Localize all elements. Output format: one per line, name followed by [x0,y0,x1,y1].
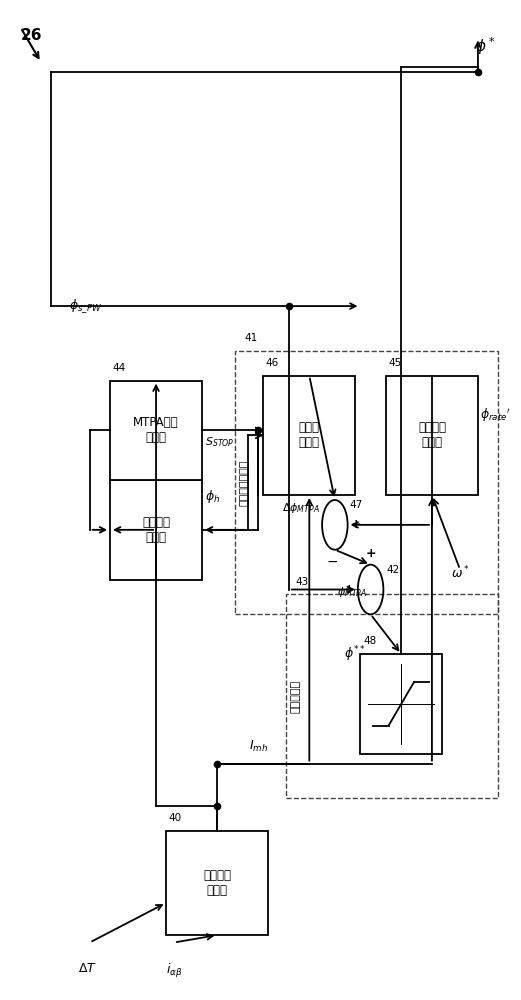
Text: 基準指令
生成部: 基準指令 生成部 [418,421,446,449]
Text: $I_{mh}$: $I_{mh}$ [249,738,268,754]
Text: $\phi_{s\_FW}$: $\phi_{s\_FW}$ [69,297,102,315]
Text: 47: 47 [349,500,363,510]
Text: 44: 44 [113,363,126,373]
Text: $\phi^*$: $\phi^*$ [475,36,496,57]
FancyBboxPatch shape [110,381,202,480]
Text: MTPA停止
控制部: MTPA停止 控制部 [133,416,179,444]
Text: 26: 26 [21,28,42,43]
Text: +: + [343,583,354,596]
Text: +: + [365,547,376,560]
Text: $\Delta\phi_{MTPA}$: $\Delta\phi_{MTPA}$ [282,501,319,515]
Text: 39: 39 [113,462,126,472]
Text: $\phi^{**}$: $\phi^{**}$ [344,644,366,664]
Text: 40: 40 [169,813,182,823]
Text: 46: 46 [266,358,279,368]
Text: 42: 42 [386,565,399,575]
FancyBboxPatch shape [110,480,202,580]
Text: −: − [327,555,338,569]
Text: 磁通限制部: 磁通限制部 [291,680,301,713]
FancyBboxPatch shape [361,654,442,754]
Text: 修正量
生成部: 修正量 生成部 [299,421,320,449]
Text: $\phi_h$: $\phi_h$ [205,488,220,505]
Text: $S_{STOP}$: $S_{STOP}$ [205,435,234,449]
Text: 45: 45 [389,358,402,368]
FancyBboxPatch shape [263,376,355,495]
Text: 41: 41 [244,333,258,343]
Text: $\omega^*$: $\omega^*$ [451,565,469,581]
Text: 探測信號
生成部: 探測信號 生成部 [142,516,170,544]
Text: $i_{\alpha\beta}$: $i_{\alpha\beta}$ [166,962,182,980]
Text: $\phi_{rate}{}'$: $\phi_{rate}{}'$ [480,407,511,424]
Text: 探測分量
提取部: 探測分量 提取部 [203,869,231,897]
Text: 磁通指令運算部: 磁通指令運算部 [240,459,250,506]
Text: 43: 43 [295,577,309,587]
Text: $\Delta T$: $\Delta T$ [78,962,96,975]
Text: +: + [350,518,361,531]
Text: 48: 48 [363,636,376,646]
FancyBboxPatch shape [386,376,478,495]
Text: $\phi_{MTPA}$: $\phi_{MTPA}$ [338,585,368,599]
FancyBboxPatch shape [166,831,268,935]
